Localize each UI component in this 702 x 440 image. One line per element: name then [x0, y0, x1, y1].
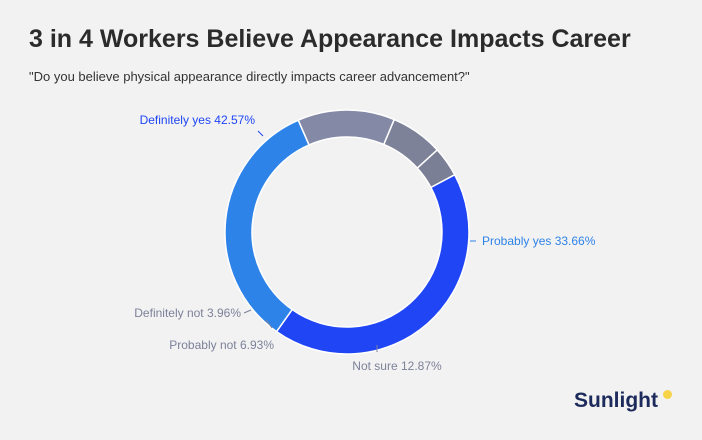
chart-title: 3 in 4 Workers Believe Appearance Impact… [29, 25, 631, 53]
leader-line-definitely-not [243, 309, 252, 314]
slice-label-not-sure: Not sure 12.87% [352, 359, 442, 373]
slice-label-probably-not: Probably not 6.93% [169, 338, 274, 352]
logo-sun-dot [663, 390, 672, 399]
slice-definitely-not [416, 148, 456, 189]
leader-line-probably-not [265, 319, 273, 329]
slice-definitely-yes [275, 173, 470, 355]
slice-probably-yes [224, 119, 311, 333]
slice-not-sure [297, 109, 396, 146]
chart-subtitle: "Do you believe physical appearance dire… [29, 69, 470, 84]
leader-line-definitely-yes [257, 130, 264, 137]
slice-label-definitely-yes: Definitely yes 42.57% [140, 113, 256, 127]
slice-label-definitely-not: Definitely not 3.96% [134, 306, 241, 320]
slice-label-probably-yes: Probably yes 33.66% [482, 234, 596, 248]
sunlight-logo: Sunlight [574, 389, 658, 412]
